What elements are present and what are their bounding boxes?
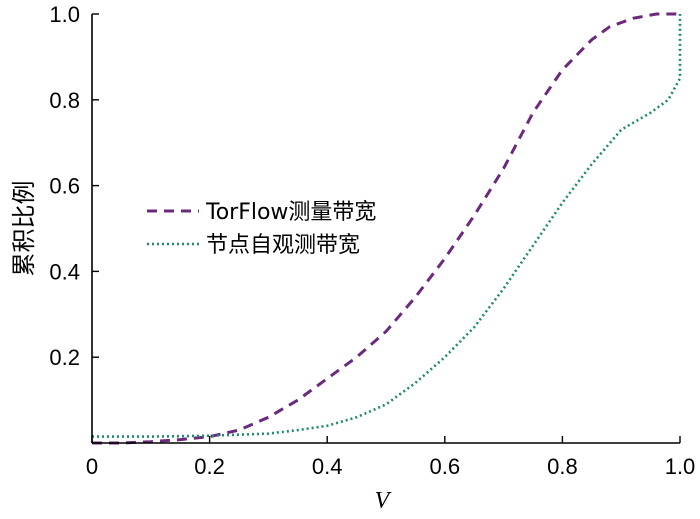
legend-label-torflow: TorFlow测量带宽	[205, 200, 376, 225]
legend: TorFlow测量带宽 节点自观测带宽	[147, 200, 376, 258]
series-line-torflow	[92, 12, 680, 445]
y-axis-title: 累积比例	[10, 181, 38, 277]
x-tick-label: 0.8	[547, 454, 578, 479]
y-tick-label: 0.6	[49, 174, 80, 199]
x-tick-label: 1.0	[665, 454, 696, 479]
y-tick-label: 1.0	[49, 2, 80, 27]
y-tick-label: 0.2	[49, 345, 80, 370]
plot-area	[92, 12, 682, 445]
x-axis-title: V	[375, 488, 392, 514]
y-tick-label: 0.4	[49, 259, 80, 284]
x-tick-label: 0	[86, 454, 98, 479]
series-line-self-observed	[92, 14, 682, 438]
legend-label-self-observed: 节点自观测带宽	[206, 233, 360, 258]
x-tick-label: 0.4	[312, 454, 343, 479]
x-axis-ticks: 0 0.2 0.4 0.6 0.8 1.0	[86, 436, 695, 479]
x-tick-label: 0.6	[430, 454, 461, 479]
y-tick-label: 0.8	[49, 88, 80, 113]
y-axis-ticks: 0.2 0.4 0.6 0.8 1.0	[49, 2, 99, 370]
x-tick-label: 0.2	[194, 454, 225, 479]
axes	[91, 14, 680, 444]
